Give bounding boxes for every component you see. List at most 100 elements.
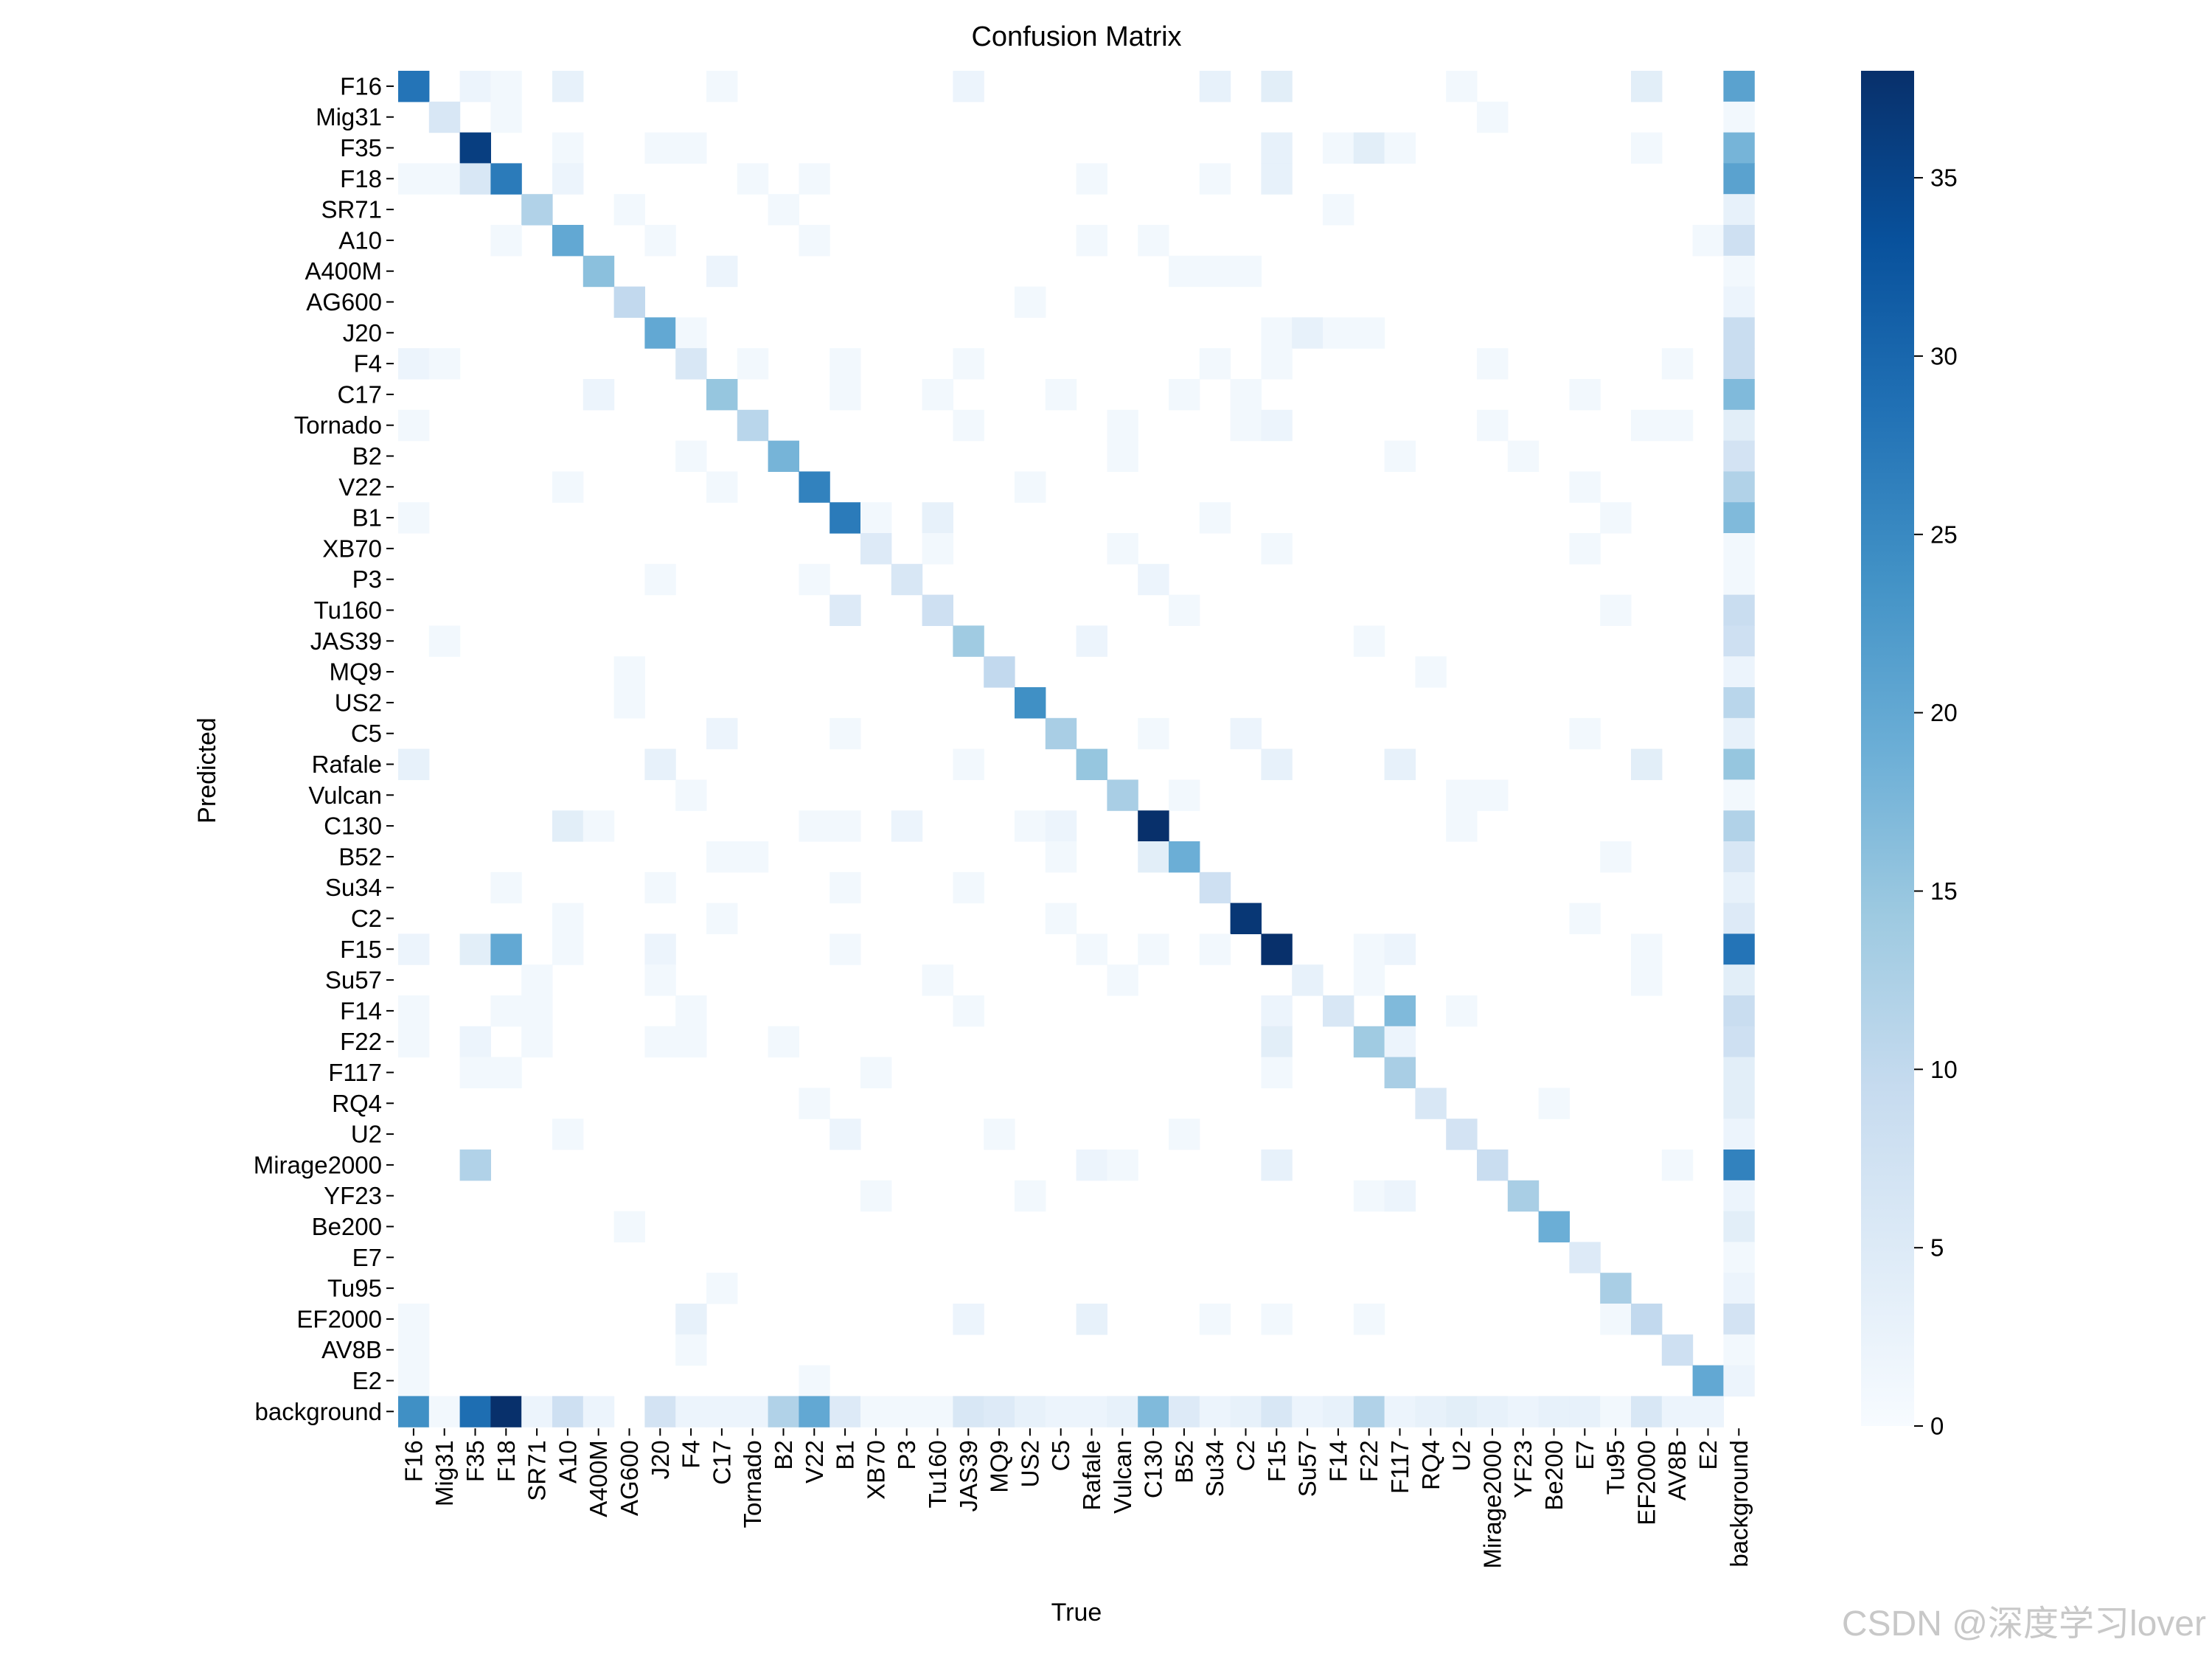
heatmap-cell [1107,779,1138,811]
x-tick-label: JAS39 [955,1440,982,1512]
y-tick-label: XB70 [322,535,382,562]
heatmap-cell [490,163,522,195]
heatmap-cell [1261,317,1293,349]
y-tick-label: Be200 [312,1213,382,1240]
heatmap-cell [459,163,491,195]
heatmap-cell [1723,625,1755,657]
heatmap-cells [398,71,1755,1427]
heatmap-cell [1446,1396,1478,1427]
heatmap-cell [675,1304,707,1335]
heatmap-cell [1723,748,1755,780]
heatmap-cell [1569,902,1601,934]
y-tick-label: V22 [338,473,382,501]
heatmap-cell [984,1119,1015,1150]
heatmap-cell [675,440,707,472]
heatmap-cell [552,163,584,195]
heatmap-cell [1723,317,1755,349]
heatmap-cell [1169,1119,1200,1150]
y-tick-label: Mirage2000 [254,1151,382,1178]
heatmap-cell [1723,687,1755,719]
heatmap-cell [675,317,707,349]
y-tick-label: B1 [352,504,382,532]
heatmap-cell [1384,1057,1416,1088]
heatmap-cell [922,379,953,411]
heatmap-cell [459,1396,491,1427]
heatmap-cell [1353,317,1385,349]
heatmap-cell [953,872,984,904]
heatmap-cell [1138,717,1169,750]
heatmap-cell [1045,841,1077,873]
x-tick-label: AV8B [1663,1440,1691,1500]
x-tick-label: MQ9 [986,1440,1013,1493]
heatmap-cell [675,995,707,1027]
y-tick-label: C2 [351,905,382,932]
y-tick-label: E2 [352,1367,382,1394]
heatmap-cell [1723,101,1755,133]
heatmap-cell [1045,379,1077,411]
heatmap-cell [1569,471,1601,503]
heatmap-cell [860,502,892,534]
heatmap-cell [953,748,984,780]
heatmap-cell [1661,1150,1694,1181]
heatmap-cell [830,379,861,411]
x-tick-label: SR71 [524,1440,551,1501]
heatmap-cell [706,1273,738,1304]
heatmap-cell [1723,533,1755,565]
x-tick-label: J20 [647,1440,674,1479]
x-tick-label: C17 [708,1440,735,1485]
heatmap-cell [1384,1396,1416,1427]
heatmap-cell [613,194,645,226]
heatmap-cell [1015,286,1046,318]
heatmap-cell [1507,1396,1540,1427]
heatmap-cell [799,225,830,257]
heatmap-cell [398,748,430,780]
heatmap-cell [768,440,799,472]
heatmap-cell [1230,255,1262,288]
heatmap-cell [1138,225,1169,257]
heatmap-cell [922,502,953,534]
heatmap-cell [398,348,430,380]
heatmap-cell [706,255,738,288]
heatmap-cell [922,1396,953,1427]
heatmap-cell [521,1396,553,1427]
x-tick-label: F18 [493,1440,520,1482]
heatmap-cell [1353,1026,1385,1058]
y-tick-label: YF23 [324,1182,382,1209]
heatmap-cell [1723,132,1755,164]
heatmap-cell [1199,163,1231,195]
heatmap-cell [1477,1150,1509,1181]
heatmap-cell [1723,1026,1755,1058]
heatmap-cell [1107,409,1138,442]
heatmap-cell [1723,1273,1755,1304]
heatmap-cell [644,748,676,780]
heatmap-cell [1323,995,1354,1027]
heatmap-cell [459,71,491,102]
heatmap-cell [1323,1396,1354,1427]
heatmap-cell [1230,717,1262,750]
heatmap-cell [1477,779,1509,811]
x-tick-label: U2 [1448,1440,1475,1471]
heatmap-cell [1600,1396,1632,1427]
heatmap-cell [1723,71,1755,102]
heatmap-cell [675,132,707,164]
x-tick-label: B2 [770,1440,797,1470]
x-tick-label: C2 [1232,1440,1259,1471]
heatmap-cell [1353,132,1385,164]
heatmap-cell [398,1365,430,1397]
heatmap-cell [1723,194,1755,226]
y-tick-label: C5 [351,720,382,747]
heatmap-cell [768,1026,799,1058]
heatmap-cell [953,625,984,657]
heatmap-cell [706,841,738,873]
heatmap-cell [1107,1150,1138,1181]
heatmap-cell [1076,1304,1107,1335]
heatmap-cell [1569,1396,1601,1427]
heatmap-cell [1076,163,1107,195]
heatmap-cell [1169,379,1200,411]
heatmap-cell [552,1396,584,1427]
heatmap-cell [1045,810,1077,842]
heatmap-cell [1569,717,1601,750]
heatmap-cell [1723,717,1755,750]
heatmap-cell [768,1396,799,1427]
y-tick-label: B2 [352,442,382,470]
